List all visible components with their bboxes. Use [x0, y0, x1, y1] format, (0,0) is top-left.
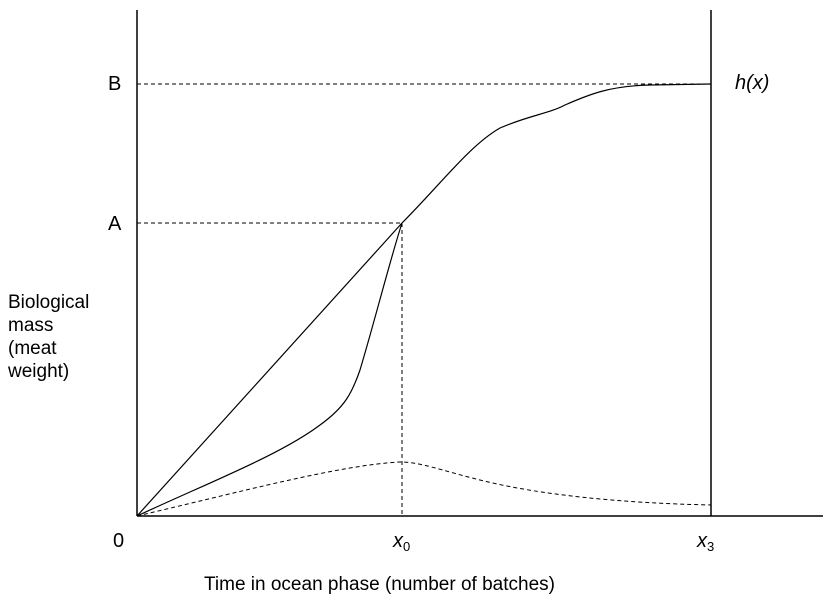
y-axis-label-line: (meat [8, 338, 57, 359]
y-axis-label-line: Biological [8, 292, 90, 313]
h-curve-label: h(x) [735, 72, 770, 94]
x3-label: x3 [697, 530, 715, 554]
y-axis-label-line: mass [8, 315, 54, 336]
y-axis-label: Biological mass (meat weight) [8, 291, 89, 383]
dashed-hump-curve [136, 461, 712, 517]
h-curve [401, 83, 712, 224]
origin-label: 0 [113, 530, 125, 552]
x-axis-label: Time in ocean phase (number of batches) [204, 574, 555, 595]
straight-line-origin-to-a [136, 222, 403, 517]
level-b-label: B [108, 73, 122, 95]
y-axis-label-line: weight) [8, 361, 70, 382]
level-a-label: A [108, 213, 122, 235]
x0-label: x0 [393, 530, 411, 554]
convex-curve-origin-to-a [136, 222, 403, 517]
